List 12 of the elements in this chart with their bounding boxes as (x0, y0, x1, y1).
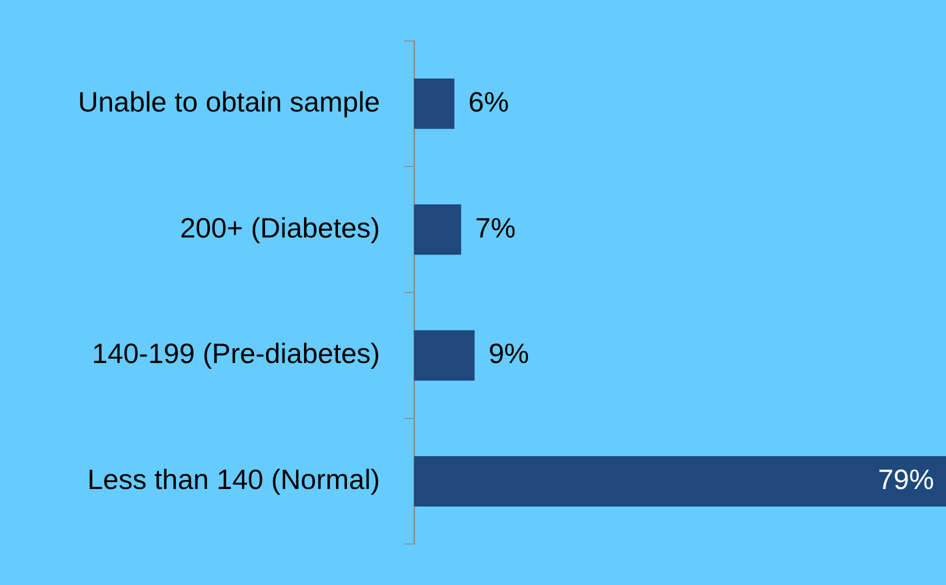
bar (414, 456, 946, 506)
data-label: 6% (468, 86, 509, 118)
data-label: 79% (878, 464, 934, 495)
y-tick-label: 140-199 (Pre-diabetes) (92, 338, 380, 370)
y-tick-label: Unable to obtain sample (78, 86, 380, 118)
bar (414, 78, 454, 129)
y-tick-label: 200+ (Diabetes) (180, 212, 380, 244)
data-label: 7% (475, 212, 516, 244)
bar (414, 330, 475, 381)
data-label: 9% (488, 338, 530, 370)
bar (414, 204, 462, 255)
y-tick-label: Less than 140 (Normal) (87, 464, 380, 495)
